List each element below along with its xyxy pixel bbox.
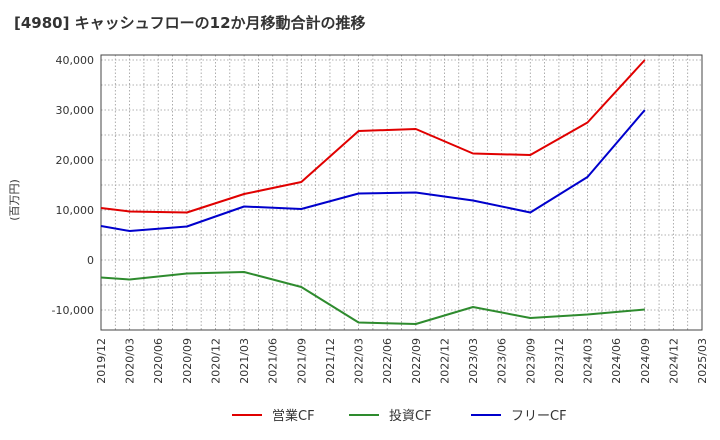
x-tick-label: 2024/06 [610, 338, 623, 384]
x-tick-label: 2021/06 [267, 338, 280, 384]
y-tick-label: -10,000 [52, 304, 94, 317]
x-tick-label: 2022/06 [381, 338, 394, 384]
x-tick-label: 2020/06 [152, 338, 165, 384]
y-tick-label: 0 [87, 254, 94, 267]
x-tick-label: 2020/03 [124, 338, 137, 384]
plot-frame [100, 54, 703, 331]
x-tick-label: 2024/12 [667, 338, 680, 384]
grid-lines [100, 55, 703, 330]
legend-label: フリーCF [511, 409, 567, 424]
chart-title: [4980] キャッシュフローの12か月移動合計の推移 [14, 14, 366, 32]
x-tick-label: 2024/09 [639, 338, 652, 384]
legend-label: 投資CF [389, 408, 432, 424]
y-tick-label: 40,000 [56, 54, 95, 67]
x-tick-label: 2023/12 [553, 338, 566, 384]
x-tick-label: 2025/03 [696, 338, 709, 384]
x-tick-label: 2023/06 [496, 338, 509, 384]
y-tick-label: 10,000 [56, 204, 95, 217]
x-tick-label: 2020/09 [181, 338, 194, 384]
y-tick-label: 30,000 [56, 104, 95, 117]
x-tick-label: 2022/03 [353, 338, 366, 384]
y-tick-label: 20,000 [56, 154, 95, 167]
x-tick-label: 2021/03 [238, 338, 251, 384]
x-axis-ticks: 2019/12 2020/03 2020/06 2020/09 2020/12 2021/… [95, 338, 709, 384]
x-tick-label: 2019/12 [95, 338, 108, 384]
legend-label: 営業CF [272, 408, 315, 424]
y-axis-label: (百万円) [8, 179, 21, 221]
y-axis-ticks: 40,000 30,000 20,000 10,000 0 -10,000 [52, 54, 94, 317]
x-tick-label: 2021/12 [324, 338, 337, 384]
series-lines [100, 59, 646, 325]
x-tick-label: 2023/03 [467, 338, 480, 384]
x-tick-label: 2021/09 [295, 338, 308, 384]
x-tick-label: 2024/03 [582, 338, 595, 384]
legend: 営業CF 投資CF フリーCF [232, 408, 567, 424]
x-tick-label: 2022/12 [438, 338, 451, 384]
x-tick-label: 2023/09 [524, 338, 537, 384]
x-tick-label: 2020/12 [209, 338, 222, 384]
x-tick-label: 2022/09 [410, 338, 423, 384]
